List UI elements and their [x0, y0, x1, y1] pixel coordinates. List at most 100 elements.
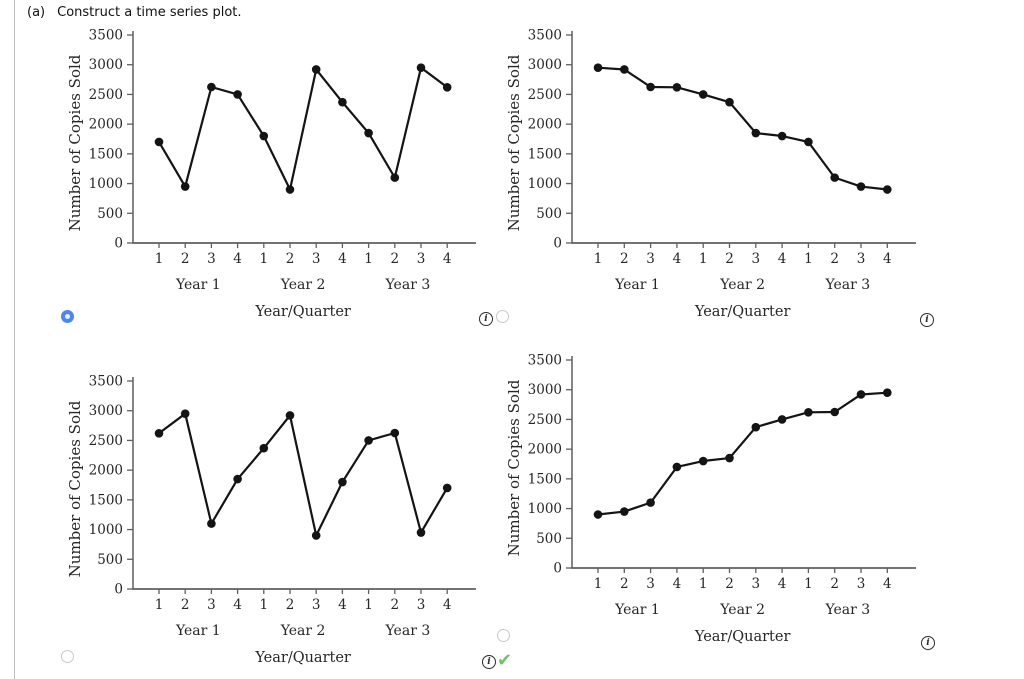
year-group-label: Year 1 [175, 277, 221, 293]
data-point [698, 456, 708, 466]
quarter-tick-label: 2 [181, 251, 190, 267]
data-point [311, 531, 321, 540]
series-line [158, 66, 448, 191]
year-group-label: Year 1 [614, 602, 660, 618]
data-point [856, 390, 866, 399]
quarter-tick-label: 1 [364, 251, 373, 267]
data-point [777, 131, 787, 141]
quarter-tick-label: 3 [207, 251, 216, 267]
y-tick-label: 0 [114, 582, 123, 598]
quarter-tick-label: 2 [391, 251, 400, 267]
quarter-tick-label: 4 [883, 251, 892, 267]
quarter-tick-label: 2 [620, 576, 629, 592]
quarter-tick-label: 2 [286, 597, 295, 613]
quarter-tick-label: 2 [391, 597, 400, 613]
radio-option-top-right[interactable] [496, 310, 509, 323]
y-tick-label: 1000 [528, 501, 562, 517]
quarter-tick-label: 3 [417, 251, 426, 267]
data-point [672, 82, 682, 92]
y-axis-title: Number of Copies Sold [66, 400, 84, 577]
data-point [416, 63, 426, 72]
data-point [646, 82, 655, 92]
data-point [338, 477, 347, 487]
y-tick-label: 3000 [528, 382, 562, 398]
data-point [777, 415, 787, 424]
data-point [259, 131, 269, 141]
data-point [233, 90, 242, 99]
quarter-tick-label: 1 [804, 576, 813, 592]
y-tick-label: 2000 [528, 442, 562, 458]
quarter-tick-label: 3 [417, 597, 426, 613]
data-point [751, 128, 761, 138]
series-line [597, 391, 888, 516]
info-icon-top-right[interactable]: i [920, 313, 934, 327]
info-icon-bottom-right[interactable]: i [921, 636, 935, 650]
radio-option-top-left[interactable] [61, 310, 74, 323]
y-axis-title: Number of Copies Sold [66, 54, 84, 231]
y-tick-label: 3000 [89, 57, 123, 73]
radio-option-bottom-right[interactable] [497, 629, 510, 642]
data-point [233, 474, 242, 484]
time-series-chart-bottom-right: 0 500 1000 1500 2000 2500 3000 3500 1 2 3 4 1 2 3 4 1 2 3 4… [505, 353, 916, 645]
quarter-tick-label: 4 [778, 251, 787, 267]
y-tick-label: 2500 [528, 87, 562, 103]
data-point [672, 462, 682, 472]
y-tick-label: 500 [536, 531, 562, 547]
data-point [154, 428, 164, 438]
y-tick-label: 2500 [89, 87, 123, 103]
y-tick-label: 2500 [528, 412, 562, 428]
x-axis-title: Year/Quarter [254, 304, 351, 320]
time-series-chart-bottom-left: 0 500 1000 1500 2000 2500 3000 3500 1 2 3 4 1 2 3 4 1 2 3 4… [66, 374, 476, 666]
quarter-tick-label: 1 [260, 251, 269, 267]
data-point [364, 436, 373, 445]
question-prompt: Construct a time series plot. [57, 5, 242, 20]
data-point [646, 498, 655, 507]
year-group-label: Year 3 [385, 277, 431, 293]
info-icon-top-left[interactable]: i [479, 312, 493, 326]
y-tick-label: 3000 [528, 57, 562, 73]
y-tick-label: 500 [97, 206, 123, 222]
quarter-tick-label: 4 [338, 597, 347, 613]
y-tick-label: 1500 [528, 146, 562, 162]
y-tick-label: 2000 [89, 463, 123, 479]
data-point [593, 63, 603, 72]
y-tick-label: 0 [553, 236, 562, 252]
data-point [338, 97, 347, 107]
quarter-tick-label: 1 [699, 576, 708, 592]
data-point [804, 137, 813, 147]
y-tick-label: 1500 [528, 471, 562, 487]
quarter-tick-label: 4 [673, 576, 682, 592]
y-tick-label: 3500 [89, 28, 123, 44]
y-tick-label: 500 [97, 552, 123, 568]
quarter-tick-label: 2 [725, 576, 734, 592]
data-point [751, 422, 761, 432]
radio-option-bottom-left[interactable] [61, 650, 74, 663]
info-icon-bottom-left[interactable]: i [482, 655, 496, 669]
year-group-label: Year 1 [614, 277, 660, 293]
data-point [285, 411, 295, 420]
quarter-tick-label: 1 [804, 251, 813, 267]
data-point [883, 185, 892, 194]
data-point [364, 128, 373, 138]
y-axis-title: Number of Copies Sold [505, 54, 523, 231]
data-point [620, 507, 629, 516]
year-group-label: Year 2 [280, 623, 326, 639]
y-tick-label: 0 [114, 236, 123, 252]
data-point [698, 90, 708, 99]
y-tick-label: 1500 [89, 146, 123, 162]
data-point [725, 97, 734, 107]
y-tick-label: 3000 [89, 403, 123, 419]
time-series-chart-top-right: 0 500 1000 1500 2000 2500 3000 3500 1 2 3 4 1 2 3 4 1 2 3 4… [505, 28, 916, 320]
series-line [158, 412, 449, 537]
quarter-tick-label: 4 [338, 251, 347, 267]
x-axis-title: Year/Quarter [254, 650, 351, 666]
part-label: (a) [27, 5, 46, 20]
data-point [856, 182, 866, 191]
year-group-label: Year 2 [280, 277, 326, 293]
data-point [804, 407, 813, 417]
question-header: (a) Construct a time series plot. [27, 5, 242, 20]
quarter-tick-label: 3 [312, 251, 321, 267]
data-point [154, 137, 164, 147]
data-point [207, 82, 216, 92]
y-tick-label: 1500 [89, 492, 123, 508]
